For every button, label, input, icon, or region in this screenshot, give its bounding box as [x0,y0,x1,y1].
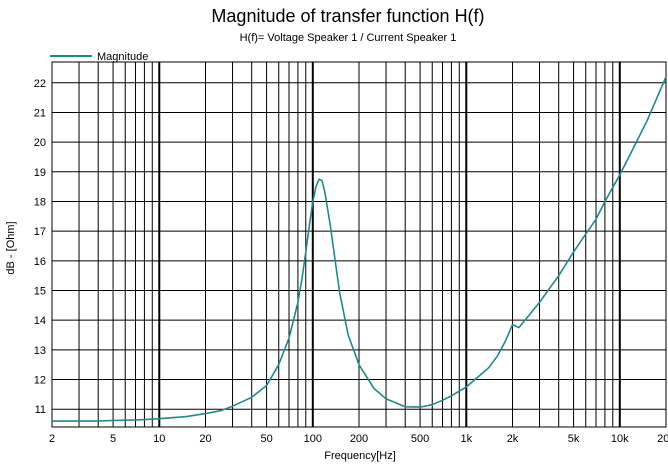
y-tick-label: 22 [34,78,46,90]
legend-label: Magnitude [97,51,148,63]
x-tick-label: 10 [153,433,165,445]
y-tick-label: 14 [34,315,46,327]
series-layer [52,76,667,422]
y-tick-label: 20 [34,137,46,149]
y-tick-label: 13 [34,345,46,357]
x-tick-label: 20 [199,433,211,445]
y-axis-label: dB - [Ohm] [5,221,17,274]
y-tick-label: 21 [34,107,46,119]
grid [51,62,667,427]
y-tick-label: 17 [34,226,46,238]
x-tick-label: 5k [568,433,580,445]
x-tick-label: 200 [350,433,368,445]
chart-subtitle: H(f)= Voltage Speaker 1 / Current Speake… [240,32,457,44]
x-tick-label: 2 [49,433,55,445]
x-tick-label: 20k [657,433,668,445]
y-tick-label: 19 [34,167,46,179]
x-tick-label: 100 [304,433,322,445]
y-tick-label: 11 [35,404,46,416]
x-tick-label: 5 [110,433,116,445]
y-tick-label: 12 [34,375,46,387]
series-line-magnitude [52,76,667,422]
chart-title: Magnitude of transfer function H(f) [211,6,484,26]
x-tick-label: 2k [507,433,519,445]
y-tick-label: 16 [34,256,46,268]
y-ticks: 11 12 13 14 15 16 17 18 19 20 21 22 [34,78,46,416]
y-tick-label: 18 [34,196,46,208]
x-axis-label: Frequency[Hz] [324,450,396,462]
x-ticks: 2 5 10 20 50 100 200 500 1k 2k 5k 10k 20k [49,433,668,445]
y-tick-label: 15 [34,285,46,297]
x-tick-label: 10k [611,433,629,445]
x-tick-label: 500 [411,433,429,445]
legend: Magnitude [50,51,148,63]
x-tick-label: 50 [260,433,272,445]
x-tick-label: 1k [460,433,472,445]
